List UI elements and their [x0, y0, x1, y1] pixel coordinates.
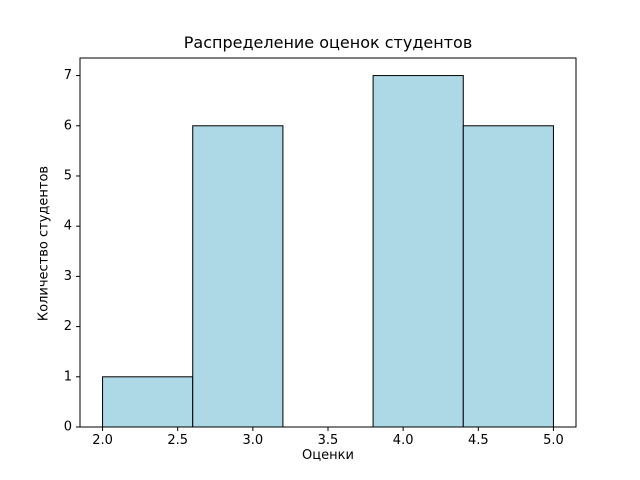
- x-tick-label: 4.5: [468, 433, 489, 448]
- histogram-bar: [102, 376, 194, 428]
- y-tick-label: 1: [64, 369, 72, 384]
- y-tick-label: 4: [64, 219, 72, 234]
- chart-title: Распределение оценок студентов: [183, 33, 473, 52]
- y-tick-label: 6: [64, 118, 72, 133]
- y-tick-label: 5: [64, 168, 72, 183]
- x-axis-label: Оценки: [302, 448, 354, 463]
- x-tick-label: 4.0: [393, 433, 414, 448]
- y-tick-label: 0: [64, 420, 72, 435]
- y-tick-label: 7: [64, 68, 72, 83]
- histogram-bar: [192, 125, 284, 428]
- x-tick-label: 2.0: [92, 433, 113, 448]
- y-tick-label: 2: [64, 319, 72, 334]
- histogram-bar: [462, 125, 554, 428]
- x-tick-label: 3.5: [318, 433, 339, 448]
- x-tick-label: 5.0: [543, 433, 564, 448]
- histogram-bar: [372, 75, 464, 428]
- y-tick-label: 3: [64, 269, 72, 284]
- x-tick-label: 2.5: [167, 433, 188, 448]
- x-tick-label: 3.0: [243, 433, 264, 448]
- y-axis-label: Количество студентов: [36, 165, 52, 322]
